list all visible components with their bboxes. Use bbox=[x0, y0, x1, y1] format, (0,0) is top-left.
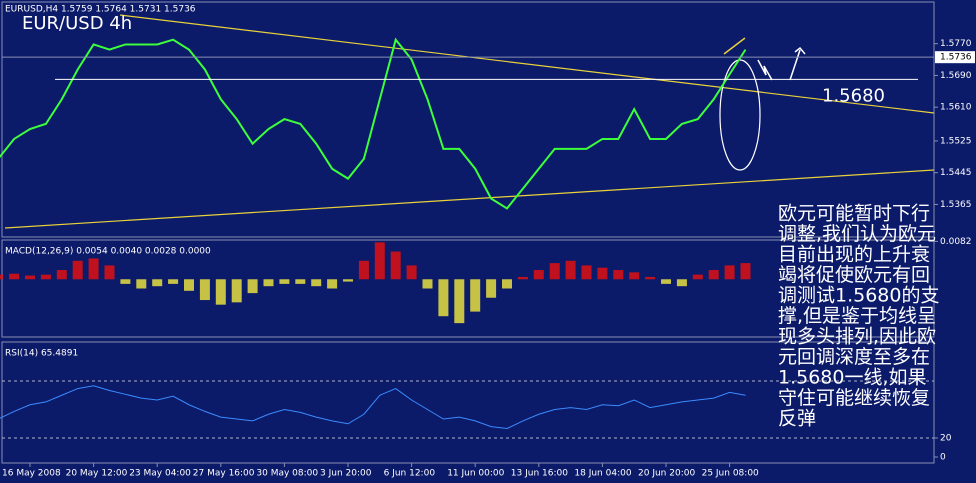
rsi-panel bbox=[1, 341, 935, 464]
x-tick-label: 25 Jun 08:00 bbox=[702, 469, 759, 479]
macd-bar bbox=[247, 279, 258, 294]
macd-bar bbox=[279, 279, 290, 284]
macd-bar bbox=[40, 274, 51, 280]
macd-bar bbox=[25, 275, 35, 280]
note-line: 调整,我们认为欧元 bbox=[778, 223, 936, 245]
macd-bar bbox=[358, 260, 369, 280]
x-tick-label: 20 May 12:00 bbox=[66, 469, 128, 479]
macd-bar bbox=[0, 274, 4, 280]
last-price-label: 1.5736 bbox=[940, 53, 972, 63]
level-label: 1.5680 bbox=[822, 85, 885, 106]
x-tick-label: 13 Jun 16:00 bbox=[511, 469, 568, 479]
macd-bar bbox=[581, 265, 592, 280]
y-tick-label: 20 bbox=[940, 434, 952, 444]
x-tick-label: 11 Jun 00:00 bbox=[447, 469, 504, 479]
macd-bar bbox=[629, 272, 640, 280]
down-arrow bbox=[757, 59, 773, 81]
macd-bar bbox=[565, 260, 576, 280]
macd-panel bbox=[1, 239, 935, 338]
macd-bar bbox=[88, 258, 99, 280]
x-tick-label: 18 Jun 04:00 bbox=[574, 469, 631, 479]
channel-line bbox=[723, 37, 746, 55]
price-line bbox=[0, 37, 747, 210]
macd-bar bbox=[104, 265, 115, 280]
macd-bar bbox=[740, 263, 751, 280]
macd-bar bbox=[56, 270, 67, 280]
macd-bar bbox=[311, 279, 322, 287]
y-tick-label: 1.5365 bbox=[940, 200, 972, 210]
x-tick-label: 20 Jun 20:00 bbox=[638, 469, 695, 479]
macd-bar bbox=[438, 279, 449, 317]
y-tick-label: 1.5610 bbox=[940, 103, 972, 113]
macd-bar bbox=[549, 263, 560, 280]
note-line: 调测试1.5680的支 bbox=[778, 285, 939, 307]
macd-bar bbox=[661, 279, 671, 284]
note-line: 目前出现的上升衰 bbox=[778, 244, 930, 266]
x-tick-label: 27 May 16:00 bbox=[193, 469, 255, 479]
macd-bar bbox=[533, 270, 544, 280]
macd-bar bbox=[692, 274, 703, 280]
price-line bbox=[0, 385, 746, 430]
macd-bar bbox=[708, 270, 719, 280]
y-tick-label: 1.5525 bbox=[940, 136, 972, 146]
macd-bar bbox=[454, 279, 465, 324]
macd-bar bbox=[422, 279, 433, 289]
price-panel bbox=[1, 1, 935, 238]
macd-bar bbox=[9, 273, 20, 280]
macd-bar bbox=[645, 276, 656, 280]
macd-bar bbox=[486, 279, 497, 298]
y-tick-label: 0.0082 bbox=[940, 237, 972, 247]
macd-bar bbox=[724, 265, 735, 280]
macd-title: MACD(12,26,9) 0.0054 0.0040 0.0028 0.000… bbox=[5, 247, 211, 257]
rsi-title: RSI(14) 65.4891 bbox=[5, 349, 78, 359]
macd-bar bbox=[263, 279, 274, 287]
note-line: 守住可能继续恢复 bbox=[778, 387, 930, 409]
macd-bar bbox=[152, 279, 163, 287]
x-tick-label: 30 May 08:00 bbox=[256, 469, 318, 479]
macd-bar bbox=[406, 265, 417, 280]
x-tick-label: 6 Jun 12:00 bbox=[384, 469, 436, 479]
macd-bar bbox=[597, 267, 608, 280]
macd-bar bbox=[502, 279, 512, 289]
resistance-trendline bbox=[119, 14, 935, 114]
macd-bar bbox=[215, 279, 226, 305]
macd-bar bbox=[613, 270, 624, 280]
x-tick-label: 3 Jun 20:00 bbox=[320, 469, 372, 479]
macd-bar bbox=[676, 279, 687, 287]
last-price-box bbox=[935, 51, 975, 64]
macd-bar bbox=[343, 279, 353, 282]
macd-bar bbox=[72, 260, 83, 280]
note-line: 反弹 bbox=[778, 408, 816, 430]
macd-bar bbox=[517, 276, 528, 280]
x-tick-label: 23 May 04:00 bbox=[129, 469, 191, 479]
up-arrow bbox=[789, 46, 806, 81]
note-line: 撑,但是鉴于均线呈 bbox=[778, 305, 936, 327]
highlight-ellipse bbox=[719, 59, 761, 171]
y-tick-label: 1.5690 bbox=[940, 71, 972, 81]
macd-bar bbox=[136, 279, 147, 289]
y-tick-label: 1.5445 bbox=[940, 168, 972, 178]
note-line: 现多头排列,因此欧 bbox=[778, 326, 936, 348]
macd-bar bbox=[390, 251, 401, 280]
macd-bar bbox=[168, 279, 179, 284]
macd-bar bbox=[184, 279, 194, 291]
support-trendline bbox=[4, 169, 935, 229]
y-tick-label: 1.5770 bbox=[940, 39, 972, 49]
macd-bar bbox=[231, 279, 242, 303]
macd-bar bbox=[120, 279, 131, 284]
note-line: 1.5680一线,如果 bbox=[778, 367, 927, 389]
macd-bar bbox=[327, 279, 338, 289]
macd-bar bbox=[470, 279, 481, 312]
macd-bar bbox=[374, 242, 385, 280]
note-line: 元回调深度至多在 bbox=[778, 346, 930, 368]
macd-bar bbox=[199, 279, 210, 301]
note-line: 竭将促使欧元有回 bbox=[778, 264, 930, 286]
y-tick-label: 0 bbox=[940, 453, 946, 463]
note-line: 欧元可能暂时下行 bbox=[778, 203, 930, 225]
x-tick-label: 16 May 2008 bbox=[2, 469, 61, 479]
symbol-label: EUR/USD 4h bbox=[22, 13, 132, 34]
price-title: EURUSD,H4 1.5759 1.5764 1.5731 1.5736 bbox=[5, 5, 196, 15]
macd-bar bbox=[295, 279, 306, 284]
